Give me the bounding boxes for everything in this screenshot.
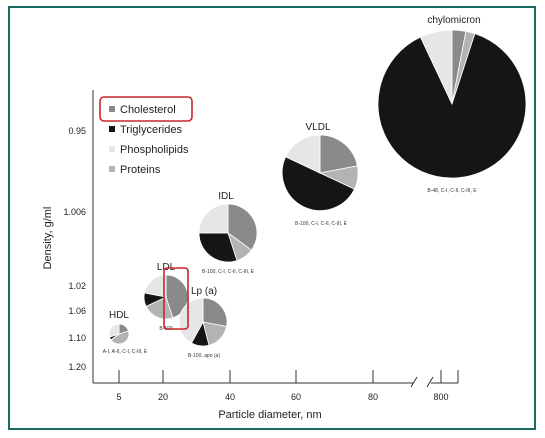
legend-swatch-cholesterol — [109, 106, 115, 112]
particle-label-hdl: HDL — [109, 310, 129, 321]
legend-label-phospholipids: Phospholipids — [120, 144, 189, 156]
pie-slice-lpa-phospholipids — [178, 297, 204, 344]
ldl-highlight-box — [163, 267, 189, 330]
y-tick-label-0.95: 0.95 — [68, 126, 86, 136]
axis-break-mark-1 — [410, 376, 418, 388]
pie-slice-ldl-phospholipids — [143, 274, 167, 298]
pie-slice-hdl-proteins — [110, 330, 130, 345]
axis-break-mark-2 — [426, 376, 434, 388]
x-tick-label-60: 60 — [291, 392, 301, 402]
y-tick-label-1.10: 1.10 — [68, 333, 86, 343]
particle-label-chylomicron: chylomicron — [427, 15, 480, 26]
x-tick-label-80: 80 — [368, 392, 378, 402]
particle-label-lpa: Lp (a) — [191, 286, 217, 297]
apo-label-lpa: B-100, apo (a) — [188, 353, 220, 359]
legend-label-proteins: Proteins — [120, 164, 161, 176]
pie-slice-vldl-triglycerides — [281, 156, 355, 211]
legend-label-cholesterol: Cholesterol — [120, 104, 176, 116]
pie-slice-idl-cholesterol — [227, 203, 258, 251]
x-tick-label-5: 5 — [116, 392, 121, 402]
pie-slice-vldl-cholesterol — [319, 134, 358, 174]
particle-label-idl: IDL — [218, 191, 234, 202]
y-tick-label-1.02: 1.02 — [68, 281, 86, 291]
legend: Cholesterol Triglycerides Phospholipids … — [99, 96, 193, 176]
x-tick-label-40: 40 — [225, 392, 235, 402]
y-tick-label-1.20: 1.20 — [68, 362, 86, 372]
y-ticks: 0.95 1.006 1.02 1.06 1.10 1.20 — [63, 126, 86, 372]
pie-slice-chylomicron-phospholipids — [419, 29, 453, 105]
pie-lpa: Lp (a) B-100, apo (a) — [178, 286, 228, 359]
axes — [92, 90, 459, 388]
pie-slice-idl-phospholipids — [198, 203, 229, 234]
x-ticks: 5 20 40 60 80 800 — [116, 370, 449, 402]
apo-label-chylomicron: B-48, C-I, C-II, C-III, E — [427, 188, 477, 194]
pie-slice-hdl-phospholipids — [108, 323, 120, 338]
pie-slice-chylomicron-triglycerides — [377, 33, 527, 179]
pie-idl: IDL B-100, C-I, C-II, C-III, E — [198, 191, 258, 275]
legend-highlight-box — [99, 96, 193, 122]
apo-label-hdl: A-I, A-II, C-I, C-III, E — [103, 349, 148, 355]
x-axis-title: Particle diameter, nm — [218, 409, 321, 421]
pie-slice-vldl-phospholipids — [285, 134, 321, 174]
legend-swatch-proteins — [109, 166, 115, 172]
apo-label-vldl: B-100, C-I, C-II, C-III, E — [295, 221, 348, 227]
pie-slice-ldl-proteins — [145, 296, 174, 320]
apo-label-idl: B-100, C-I, C-II, C-III, E — [202, 269, 255, 275]
y-tick-label-1.006: 1.006 — [63, 207, 86, 217]
pie-slice-idl-triglycerides — [198, 232, 238, 263]
x-tick-label-20: 20 — [158, 392, 168, 402]
pie-vldl: VLDL B-100, C-I, C-II, C-III, E — [281, 122, 359, 227]
pie-chylomicron: chylomicron B-48, C-I, C-II, C-III, E — [377, 15, 527, 194]
pie-slice-lpa-cholesterol — [202, 297, 228, 327]
pie-hdl: HDL A-I, A-II, C-I, C-III, E — [103, 310, 148, 355]
x-tick-label-800: 800 — [433, 392, 448, 402]
y-axis-title: Density, g/ml — [42, 207, 54, 270]
legend-swatch-triglycerides — [109, 126, 115, 132]
particle-label-vldl: VLDL — [305, 122, 330, 133]
y-tick-label-1.06: 1.06 — [68, 306, 86, 316]
legend-label-triglycerides: Triglycerides — [120, 124, 182, 136]
legend-swatch-phospholipids — [109, 146, 115, 152]
